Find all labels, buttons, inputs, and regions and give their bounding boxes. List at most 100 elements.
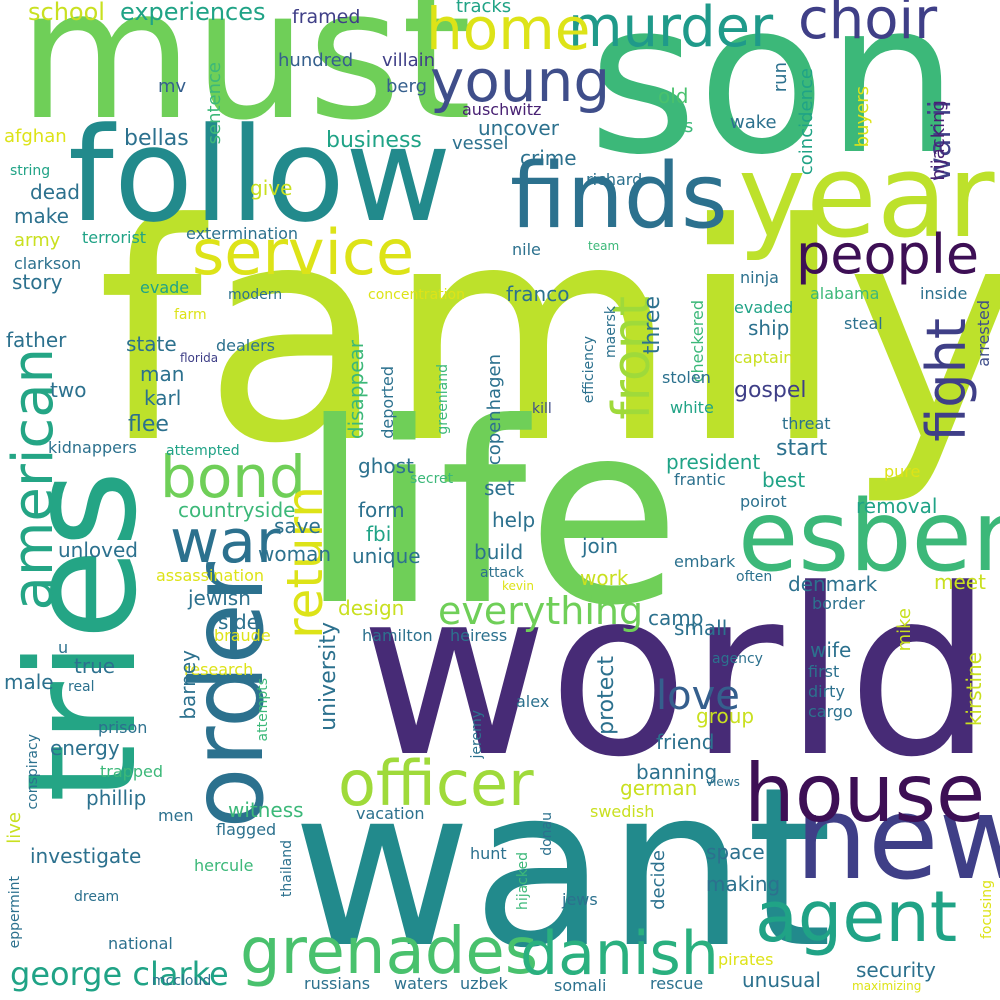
word: form — [358, 498, 405, 522]
word: evaded — [734, 298, 794, 317]
word: male — [4, 670, 54, 694]
word: energy — [50, 736, 120, 760]
word: join — [582, 534, 619, 558]
word: save — [274, 514, 321, 538]
word: hijacking — [928, 100, 949, 181]
word: banning — [636, 760, 718, 784]
word: kidnappers — [48, 438, 137, 457]
word: esben — [738, 480, 1000, 594]
word: often — [736, 569, 773, 585]
word: home — [426, 0, 591, 63]
word: greenland — [435, 364, 451, 435]
word: run — [770, 62, 791, 93]
word: son — [588, 0, 959, 201]
word: choir — [798, 0, 938, 52]
word: old — [658, 84, 689, 108]
word: views — [706, 775, 740, 789]
word: berg — [386, 76, 428, 97]
word: uncover — [478, 116, 559, 140]
word: security — [856, 958, 936, 982]
word: life — [300, 369, 681, 660]
word: afghan — [4, 126, 67, 147]
word: set — [484, 476, 515, 500]
word: officer — [338, 747, 534, 820]
word: villain — [382, 50, 436, 71]
word: karl — [144, 386, 182, 410]
word: framed — [292, 6, 361, 28]
word: dirty — [808, 682, 845, 701]
word: hundred — [278, 50, 354, 71]
word: man — [140, 362, 185, 386]
word: must — [18, 0, 472, 160]
word: phillip — [86, 786, 147, 810]
word: vacation — [356, 804, 425, 823]
word: extermination — [186, 224, 299, 243]
word: everything — [438, 589, 644, 633]
word: prison — [98, 718, 148, 737]
word: want — [292, 740, 833, 996]
word: heiress — [450, 626, 508, 645]
word: woman — [258, 542, 332, 566]
word: countryside — [178, 498, 296, 522]
word: nile — [512, 240, 541, 259]
word: fight — [915, 318, 978, 442]
word: captain — [734, 348, 794, 367]
word: alex — [516, 692, 550, 711]
word: vessel — [452, 133, 509, 154]
word: grenades — [240, 915, 539, 989]
word: attempted — [166, 443, 240, 459]
word: build — [474, 540, 524, 564]
word: trapped — [100, 762, 163, 781]
word: dealers — [216, 336, 276, 355]
word: house — [744, 747, 986, 840]
word: world — [360, 541, 994, 808]
word: russians — [304, 974, 371, 993]
word: rescue — [650, 974, 704, 993]
word: protect — [594, 656, 619, 735]
word: army — [14, 230, 61, 251]
word: small — [674, 616, 728, 640]
word: year — [738, 130, 995, 264]
word: swedish — [590, 802, 655, 821]
word: ninja — [740, 268, 779, 287]
word: best — [762, 468, 806, 492]
word: unique — [352, 544, 421, 568]
word: conspiracy — [25, 734, 41, 810]
word: denmark — [788, 572, 878, 596]
word: tracks — [456, 0, 512, 17]
word: string — [10, 163, 51, 179]
word: mike — [894, 608, 915, 652]
word: flee — [128, 412, 169, 437]
word: space — [706, 840, 765, 864]
word: richard — [586, 170, 643, 189]
word: give — [250, 176, 293, 200]
word: agent — [755, 876, 958, 958]
word: copenhagen — [484, 354, 505, 466]
word: clarkson — [14, 254, 82, 273]
word: barney — [176, 650, 200, 720]
word: secret — [410, 471, 454, 487]
word: buyers — [852, 86, 873, 148]
word: assassination — [156, 566, 264, 585]
word: two — [50, 378, 87, 402]
word: design — [338, 596, 405, 620]
word: war — [170, 507, 281, 577]
word: mccloud — [152, 973, 212, 989]
word: somali — [554, 976, 607, 995]
word: jewish — [188, 586, 251, 610]
word: help — [492, 508, 536, 532]
word: friend — [656, 730, 715, 754]
word: farm — [174, 307, 207, 323]
word: attempts — [255, 678, 271, 742]
word: uzbek — [460, 974, 508, 993]
word: make — [14, 204, 69, 228]
word: maersk — [603, 306, 619, 358]
word: frantic — [674, 470, 726, 489]
word: danish — [520, 919, 719, 989]
word: arrested — [974, 300, 993, 367]
word: crime — [520, 146, 577, 170]
word: president — [666, 450, 761, 474]
word: three — [640, 296, 665, 355]
word: live — [4, 812, 25, 844]
word: threat — [782, 414, 831, 433]
